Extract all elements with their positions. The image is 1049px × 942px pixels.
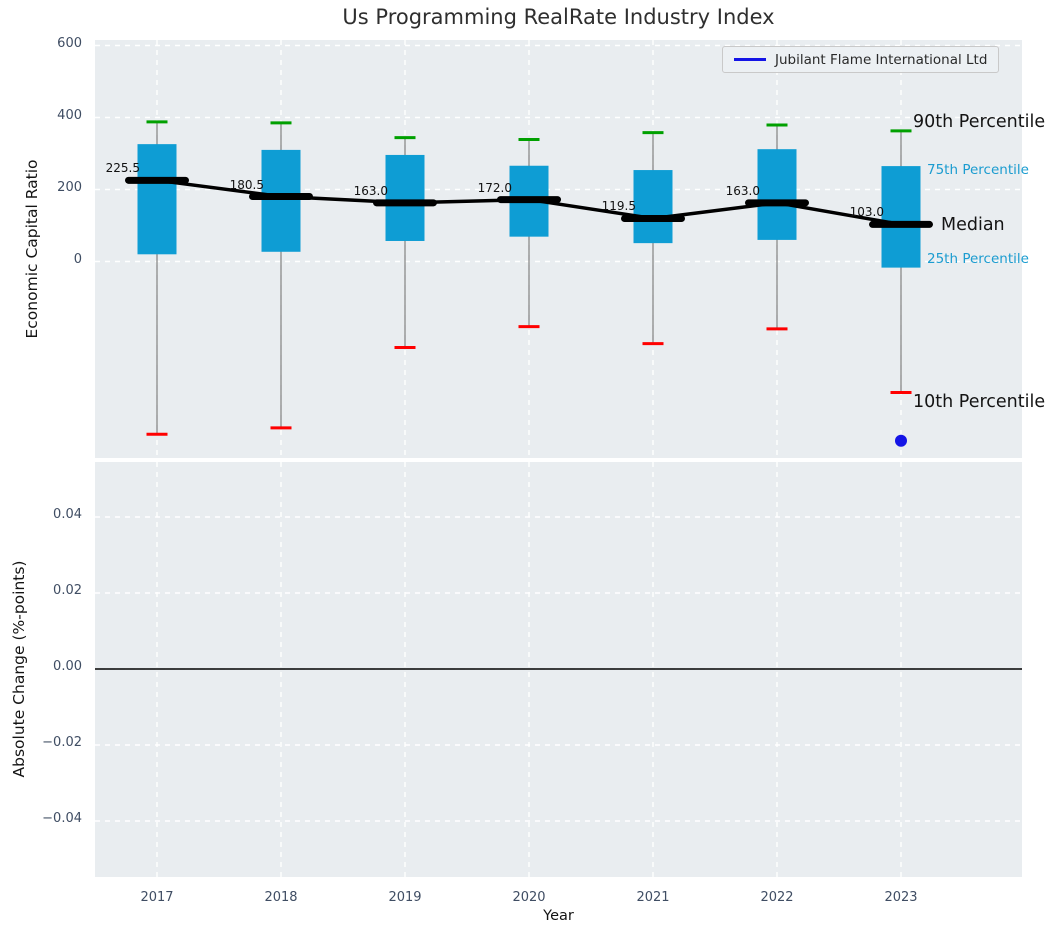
bottom-y-tick-label: −0.02 bbox=[42, 735, 82, 750]
median-value-label: 119.5 bbox=[601, 199, 636, 214]
x-axis-label: Year bbox=[543, 908, 574, 924]
x-tick-label: 2022 bbox=[760, 890, 794, 905]
annotation-10th-percentile: 10th Percentile bbox=[913, 392, 1046, 412]
median-value-label: 163.0 bbox=[353, 183, 388, 198]
annotation-75th-percentile: 75th Percentile bbox=[927, 162, 1029, 178]
bottom-y-tick-label: 0.02 bbox=[53, 583, 82, 598]
median-value-label: 180.5 bbox=[229, 177, 264, 192]
top-y-tick-label: 200 bbox=[57, 179, 82, 195]
x-tick-label: 2023 bbox=[884, 890, 918, 905]
legend-line-swatch bbox=[734, 58, 766, 61]
x-tick-label: 2017 bbox=[140, 890, 174, 905]
bottom-y-tick-label: 0.04 bbox=[53, 507, 82, 522]
x-tick-label: 2018 bbox=[264, 890, 298, 905]
x-tick-label: 2020 bbox=[512, 890, 546, 905]
median-value-label: 172.0 bbox=[477, 180, 512, 195]
legend-label: Jubilant Flame International Ltd bbox=[775, 51, 988, 68]
median-value-label: 103.0 bbox=[849, 205, 884, 220]
top-y-tick-label: 600 bbox=[57, 35, 82, 51]
legend-box: Jubilant Flame International Ltd bbox=[722, 46, 1000, 73]
bottom-y-tick-label: 0.00 bbox=[53, 659, 82, 674]
chart-title: Us Programming RealRate Industry Index bbox=[342, 5, 775, 29]
bottom-y-tick-label: −0.04 bbox=[42, 811, 82, 826]
x-tick-label: 2021 bbox=[636, 890, 670, 905]
annotation-median: Median bbox=[941, 215, 1005, 235]
annotation-25th-percentile: 25th Percentile bbox=[927, 251, 1029, 267]
median-value-label: 163.0 bbox=[725, 183, 760, 198]
top-y-tick-label: 400 bbox=[57, 107, 82, 123]
x-tick-label: 2019 bbox=[388, 890, 422, 905]
top-y-tick-label: 0 bbox=[73, 251, 82, 267]
annotation-90th-percentile: 90th Percentile bbox=[913, 112, 1046, 132]
median-value-label: 225.5 bbox=[105, 161, 140, 176]
